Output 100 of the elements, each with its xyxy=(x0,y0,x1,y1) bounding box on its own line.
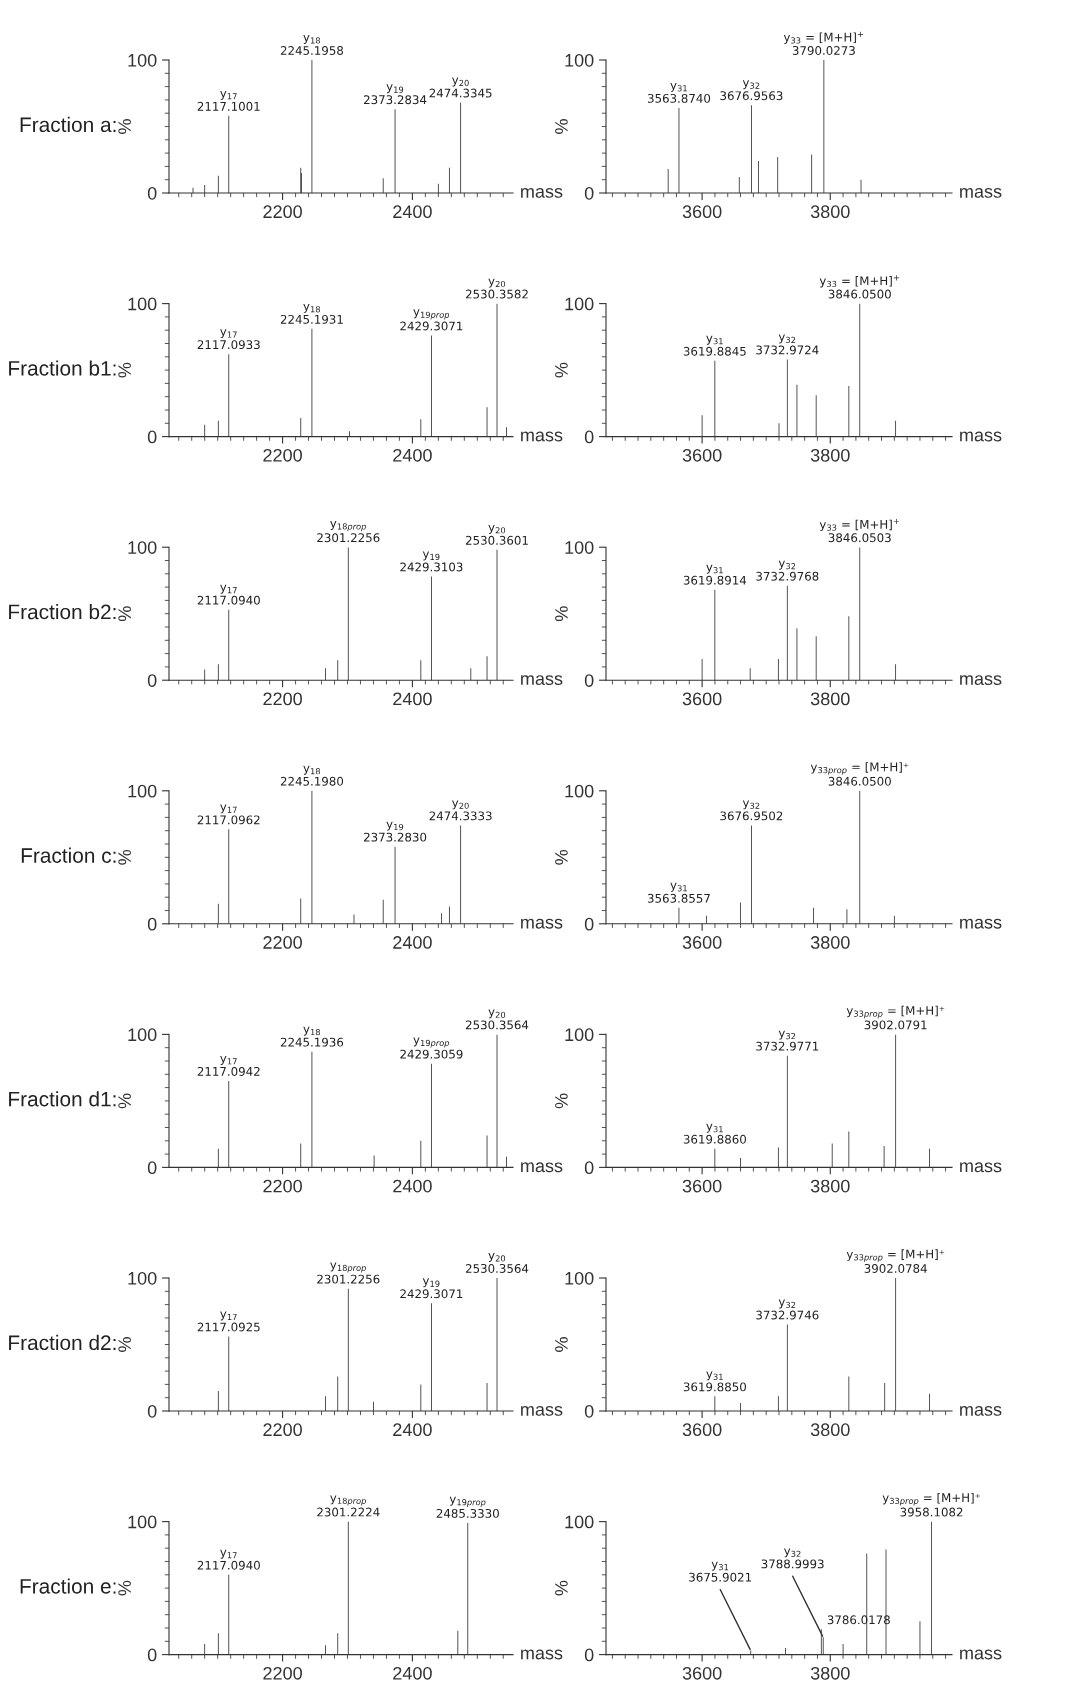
x-tick-label: 2400 xyxy=(393,692,432,706)
text: Fraction e: xyxy=(20,1578,116,1594)
annotation: y$_{20}$ 2530.3601 xyxy=(465,524,528,545)
annotation: y$_{20}$ 2530.3564 xyxy=(465,1253,529,1273)
x-axis-title: mass xyxy=(960,918,1002,929)
x-tick-label: 2200 xyxy=(263,692,302,706)
annotation: y$_{17}$ 2117.0940 xyxy=(197,1549,260,1570)
x-axis-title: mass xyxy=(960,675,1002,686)
x-axis-title: mass xyxy=(960,187,1002,198)
annotation: y$_{33prop}$ = [M+H]⁺ 3846.0500 xyxy=(810,762,909,786)
y-axis-title: % xyxy=(118,606,131,622)
x-tick-label: 2400 xyxy=(393,1179,432,1193)
y-axis-title: % xyxy=(555,119,568,134)
x-tick-label: 2400 xyxy=(393,448,432,462)
x-tick-label: 2200 xyxy=(263,936,302,949)
annotation: y$_{33}$ = [M+H]$^{+}$ 3846.0503 xyxy=(819,518,899,543)
y-tick-label: 100 xyxy=(128,541,157,554)
x-tick-label: 2200 xyxy=(263,448,302,462)
y-axis-title: % xyxy=(555,606,568,622)
annotation: y$_{31}$ 3619.8860 xyxy=(683,1123,746,1144)
y-tick-label: 100 xyxy=(565,297,594,311)
annotation: y$_{17}$ 2117.0933 xyxy=(197,329,260,350)
y-tick-label: 0 xyxy=(584,1648,594,1662)
annotation: y$_{33prop}$ = [M+H]⁺ 3958.1082 xyxy=(882,1492,981,1517)
y-tick-label: 100 xyxy=(128,297,157,311)
y-tick-label: 0 xyxy=(147,186,157,200)
x-tick-label: 3600 xyxy=(682,692,722,706)
x-tick-label: 3600 xyxy=(682,936,722,949)
y-axis-title: % xyxy=(555,1093,568,1109)
x-tick-label: 3800 xyxy=(810,1423,850,1437)
y-tick-label: 0 xyxy=(147,1648,157,1662)
y-tick-label: 0 xyxy=(584,917,594,931)
x-tick-label: 3600 xyxy=(682,448,722,462)
annotation: y$_{17}$ 2117.0925 xyxy=(197,1311,260,1332)
annotation: y$_{19}$ 2429.3103 xyxy=(400,551,463,572)
x-tick-label: 2400 xyxy=(393,1423,432,1437)
annotation: y$_{18}$ 2245.1936 xyxy=(280,1026,344,1047)
annotation: y$_{31}$ 3619.8914 xyxy=(683,564,747,585)
annotation: y$_{32}$ 3732.9724 xyxy=(756,334,819,355)
y-tick-label: 0 xyxy=(147,430,157,444)
y-tick-label: 100 xyxy=(128,1271,157,1285)
x-tick-label: 3800 xyxy=(810,936,850,949)
annotation: y$_{19prop}$ 2429.3059 xyxy=(400,1037,463,1059)
annotation: y$_{32}$ 3732.9768 xyxy=(756,560,819,581)
x-tick-label: 2400 xyxy=(393,205,432,219)
y-tick-label: 0 xyxy=(147,917,157,931)
annotation: y$_{31}$ 3675.9021 xyxy=(689,1561,752,1582)
y-axis-title: % xyxy=(118,119,131,134)
annotation: y$_{20}$ 2474.3345 xyxy=(429,77,492,98)
annotation: y$_{18}$ 2245.1980 xyxy=(280,765,344,786)
y-tick-label: 0 xyxy=(147,1161,157,1175)
x-tick-label: 3800 xyxy=(810,1666,850,1680)
x-tick-label: 2200 xyxy=(263,1179,302,1193)
annotation: y$_{17}$ 2117.1001 xyxy=(197,90,260,111)
annotation: y$_{18prop}$ 2301.2256 xyxy=(317,1262,380,1284)
text: Fraction d2: xyxy=(9,1334,116,1351)
annotation: y$_{19}$ 2373.2830 xyxy=(364,821,427,842)
x-axis-title: mass xyxy=(521,1405,563,1416)
x-axis-title: mass xyxy=(960,1649,1002,1660)
x-tick-label: 3600 xyxy=(682,205,722,219)
x-tick-label: 3800 xyxy=(810,205,850,219)
annotation: y$_{32}$ 3732.9771 xyxy=(756,1030,819,1051)
x-axis-title: mass xyxy=(521,431,563,442)
annotation: y$_{17}$ 2117.0942 xyxy=(197,1055,260,1076)
y-tick-label: 100 xyxy=(565,1271,594,1285)
text: Fraction b1: xyxy=(9,360,116,376)
y-tick-label: 100 xyxy=(128,1515,157,1529)
y-axis-title: % xyxy=(555,849,568,865)
text: Fraction b2: xyxy=(9,603,116,620)
x-axis-title: mass xyxy=(521,187,563,198)
x-axis-title: mass xyxy=(960,431,1002,442)
annotation: y$_{20}$ 2530.3564 xyxy=(465,1009,529,1030)
y-tick-label: 0 xyxy=(584,186,594,200)
y-tick-label: 100 xyxy=(128,53,157,67)
annotation: y$_{33}$ = [M+H]$^{+}$ 3790.0273 xyxy=(783,31,864,55)
x-tick-label: 3800 xyxy=(810,1179,850,1193)
y-axis-title: % xyxy=(555,1580,568,1596)
y-tick-label: 100 xyxy=(128,1028,157,1042)
x-tick-label: 2200 xyxy=(263,1423,302,1437)
annotation: y$_{18prop}$ 2301.2256 xyxy=(317,521,380,543)
y-tick-label: 100 xyxy=(565,784,594,798)
annotation: y$_{33prop}$ = [M+H]⁺ 3902.0784 xyxy=(846,1249,945,1273)
annotation: y$_{31}$ 3563.8557 xyxy=(647,882,710,903)
annotation: y$_{32}$ 3788.9993 xyxy=(761,1548,824,1569)
x-axis-title: mass xyxy=(960,1162,1002,1173)
y-tick-label: 0 xyxy=(147,674,157,687)
annotation: y$_{32}$ 3676.9502 xyxy=(720,800,783,821)
y-tick-label: 0 xyxy=(584,1161,594,1175)
text: Fraction d1: xyxy=(9,1091,116,1107)
annotation: y$_{17}$ 2117.0940 xyxy=(197,584,260,605)
y-tick-label: 0 xyxy=(584,1404,594,1418)
y-tick-label: 100 xyxy=(565,1515,594,1529)
y-tick-label: 100 xyxy=(565,53,594,67)
y-tick-label: 0 xyxy=(584,430,594,444)
y-axis-title: % xyxy=(118,1093,131,1109)
annotation: y$_{17}$ 2117.0962 xyxy=(197,804,260,825)
y-axis-title: % xyxy=(555,362,568,378)
annotation: y$_{31}$ 3563.8740 xyxy=(647,82,711,103)
annotation: y$_{19}$ 2429.3071 xyxy=(400,1278,463,1299)
y-axis-title: % xyxy=(118,1337,131,1352)
